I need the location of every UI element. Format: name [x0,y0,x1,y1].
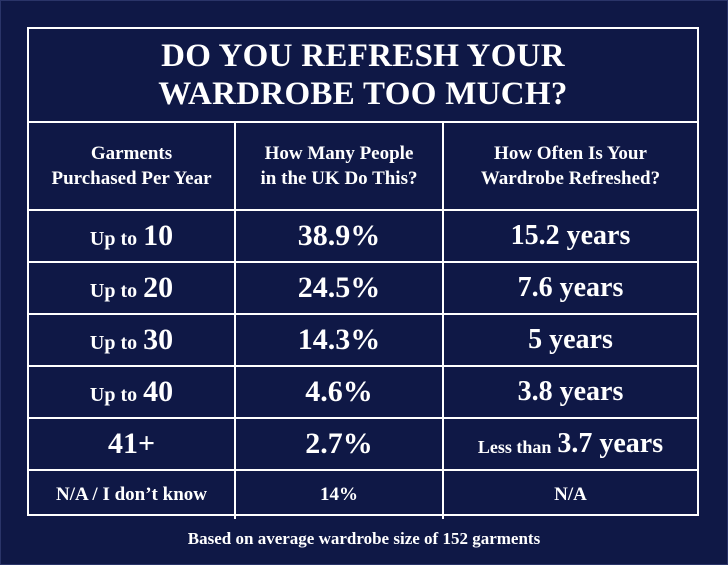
header-garments-line-2: Purchased Per Year [51,168,212,189]
garments-value: 10 [143,219,174,252]
footnote: Based on average wardrobe size of 152 ga… [187,529,541,548]
table-row: 41+ 2.7% Less than 3.7 years [29,419,697,471]
table-row: Up to 40 4.6% 3.8 years [29,367,697,419]
table-row: Up to 20 24.5% 7.6 years [29,263,697,315]
refresh-cell: 5 years [444,315,697,365]
refresh-cell: 15.2 years [444,211,697,261]
refresh-prefix: Less than [477,436,552,457]
table-row-na: N/A / I don’t know 14% N/A [29,471,697,519]
garments-prefix: Up to [89,227,138,250]
percent-cell: 4.6% [236,367,444,417]
refresh-cell: N/A [554,484,587,505]
refresh-value: 3.7 years [557,428,664,459]
percent-cell: 2.7% [236,419,444,469]
header-row: Garments Purchased Per Year How Many Peo… [29,123,697,211]
table-title: DO YOU REFRESH YOUR WARDROBE TOO MUCH? [29,29,697,123]
percent-cell: 38.9% [236,211,444,261]
header-people: How Many People in the UK Do This? [236,123,444,209]
header-garments: Garments Purchased Per Year [29,123,236,209]
title-line-1: DO YOU REFRESH YOUR [161,38,565,74]
garments-prefix: Up to [89,383,138,406]
garments-value: 41+ [107,427,156,460]
garments-cell: Up to 30 [29,315,236,365]
garments-value: 30 [143,323,174,356]
refresh-cell: 7.6 years [444,263,697,313]
garments-value: 40 [143,375,174,408]
title-line-2: WARDROBE TOO MUCH? [158,76,568,112]
header-people-line-1: How Many People [264,143,414,164]
refresh-value: 3.8 years [517,376,624,407]
garments-prefix: Up to [89,279,138,302]
garments-cell: Up to 20 [29,263,236,313]
garments-value: 20 [143,271,174,304]
percent-cell: 24.5% [236,263,444,313]
garments-cell: Up to 10 [29,211,236,261]
refresh-value: 5 years [528,324,613,355]
percent-cell: 14% [236,471,444,519]
header-refresh: How Often Is Your Wardrobe Refreshed? [444,123,697,209]
garments-cell: Up to 40 [29,367,236,417]
table-row: Up to 30 14.3% 5 years [29,315,697,367]
header-refresh-line-2: Wardrobe Refreshed? [480,168,661,189]
refresh-value: 7.6 years [517,272,624,303]
refresh-value: 15.2 years [510,220,631,251]
header-people-line-2: in the UK Do This? [260,168,418,189]
refresh-cell: Less than 3.7 years [444,419,697,469]
garments-cell: N/A / I don’t know [29,471,236,519]
garments-cell: 41+ [29,419,236,469]
garments-prefix: Up to [89,331,138,354]
percent-cell: 14.3% [236,315,444,365]
table-row: Up to 10 38.9% 15.2 years [29,211,697,263]
header-refresh-line-1: How Often Is Your [494,143,647,164]
header-garments-line-1: Garments [90,143,173,164]
wardrobe-table: DO YOU REFRESH YOUR WARDROBE TOO MUCH? G… [27,27,699,519]
refresh-cell: 3.8 years [444,367,697,417]
